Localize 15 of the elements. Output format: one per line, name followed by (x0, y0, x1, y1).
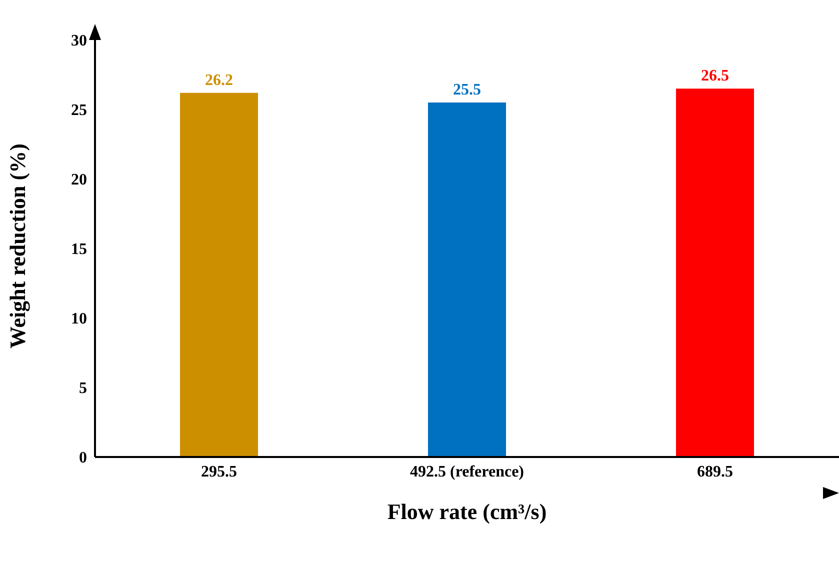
y-tick-label: 20 (71, 172, 87, 189)
x-tick-label: 689.5 (697, 463, 733, 480)
y-tick-label: 30 (71, 32, 87, 50)
y-tick-label: 5 (79, 380, 87, 398)
x-tick-label: 295.5 (201, 463, 237, 480)
data-label: 26.2 (205, 72, 233, 89)
x-tick-label: 492.5 (reference) (410, 463, 524, 480)
data-label: 25.5 (453, 82, 481, 99)
x-axis-title: Flow rate (cm³/s) (387, 499, 547, 524)
y-axis-title: Weight reduction (%) (4, 144, 30, 348)
y-tick-label: 15 (71, 241, 87, 258)
data-label: 26.5 (701, 68, 729, 85)
y-tick-label: 10 (71, 310, 87, 328)
y-tick-label: 0 (79, 450, 87, 467)
y-tick-label: 25 (71, 102, 87, 120)
